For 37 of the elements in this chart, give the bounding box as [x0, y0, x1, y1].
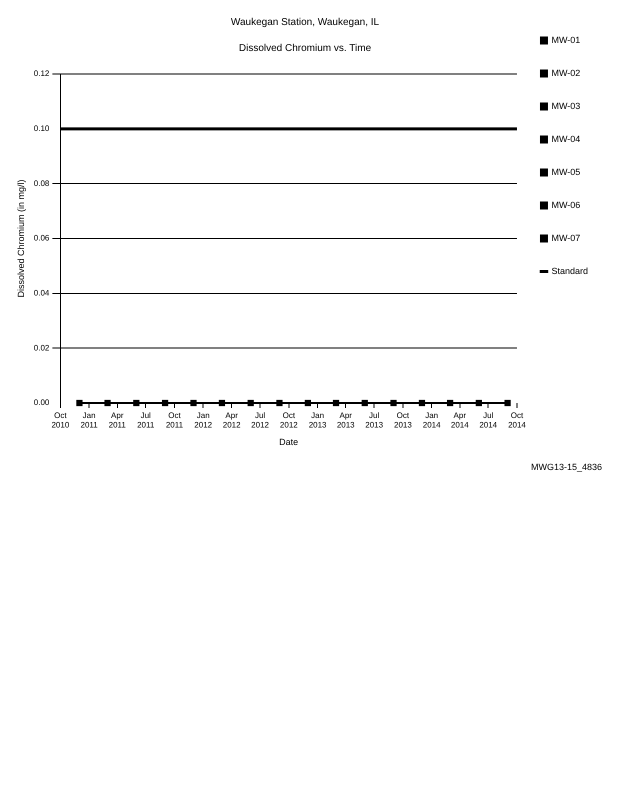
x-tick-label: Jan 2013: [308, 411, 328, 430]
x-tick-label: Oct 2012: [280, 411, 298, 430]
x-tick-label: Jan 2012: [194, 411, 213, 430]
x-tick-label: Oct 2014: [508, 411, 526, 430]
y-tick-label: 0.06: [34, 234, 50, 243]
x-tick-label: Oct 2011: [166, 411, 184, 430]
legend-label: MW-02: [551, 68, 580, 78]
x-tick-label: Oct 2010: [51, 411, 70, 430]
y-tick-label: 0.02: [34, 343, 50, 352]
x-tick-label: Apr 2013: [336, 411, 356, 430]
legend-label: MW-04: [551, 134, 580, 144]
legend-label: MW-07: [551, 232, 580, 243]
x-tick-label: Jul 2014: [479, 411, 498, 430]
x-tick-label: Jul 2012: [251, 411, 270, 430]
legend-label: MW-03: [551, 100, 580, 111]
y-tick-label: 0.10: [34, 124, 50, 134]
x-axis-title: Date: [279, 437, 298, 448]
y-tick-label: 0.08: [34, 178, 50, 188]
legend-label: MW-05: [551, 166, 580, 177]
x-tick-label: Apr 2012: [222, 411, 242, 430]
y-tick-label: 0.00: [34, 398, 50, 408]
x-tick-label: Jul 2013: [365, 411, 384, 430]
x-tick-label: Oct 2013: [394, 411, 412, 430]
x-tick-label: Jul 2011: [137, 411, 155, 430]
y-tick-label: 0.12: [34, 69, 50, 78]
x-tick-label: Apr 2014: [450, 411, 470, 430]
legend-label: MW-06: [551, 200, 580, 210]
y-tick-label: 0.04: [34, 288, 50, 298]
legend-label: Standard: [551, 266, 588, 276]
text: MWG13-15_4836: [530, 462, 602, 472]
x-tick-label: Jan 2014: [422, 411, 442, 430]
y-axis-title: Dissolved Chromium (in mg/l): [16, 179, 26, 298]
x-tick-label: Apr 2011: [108, 411, 126, 430]
x-tick-label: Jan 2011: [80, 411, 98, 430]
chart-subtitle: Dissolved Chromium vs. Time: [238, 42, 372, 54]
legend-label: MW-01: [551, 34, 580, 45]
chart-title: Waukegan Station, Waukegan, IL: [230, 16, 380, 28]
